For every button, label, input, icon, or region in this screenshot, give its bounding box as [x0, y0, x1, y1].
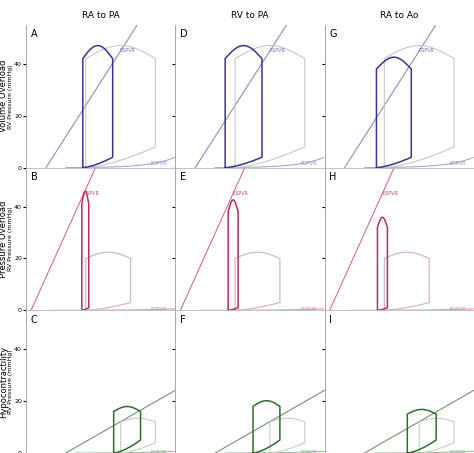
Text: ESPVR: ESPVR — [233, 191, 249, 196]
Legend: Pressure Overload, Post RA-Ac Bypass: Pressure Overload, Post RA-Ac Bypass — [350, 355, 448, 362]
Text: D: D — [180, 29, 188, 39]
Legend: Pressure Overload, Post RA-PA Bypass: Pressure Overload, Post RA-PA Bypass — [52, 355, 150, 362]
Text: A: A — [30, 29, 37, 39]
Text: EDPVR: EDPVR — [151, 307, 167, 312]
Text: EDPVR: EDPVR — [301, 450, 317, 453]
Text: B: B — [30, 172, 37, 182]
Text: ESPVR: ESPVR — [83, 191, 100, 196]
Text: EDPVR: EDPVR — [450, 307, 466, 312]
Y-axis label: RV Pressure (mmHg): RV Pressure (mmHg) — [8, 64, 13, 129]
Text: ESPVR: ESPVR — [269, 48, 285, 53]
Text: F: F — [180, 314, 185, 325]
Text: ESPVR: ESPVR — [382, 191, 398, 196]
Text: RV to PA: RV to PA — [231, 11, 269, 20]
Text: Pressure Overload: Pressure Overload — [0, 200, 8, 278]
Text: ESPVR: ESPVR — [419, 48, 435, 53]
Text: C: C — [30, 314, 37, 325]
Text: E: E — [180, 172, 186, 182]
Text: RA to PA: RA to PA — [82, 11, 119, 20]
Legend: Pressure Overload, Post RV-PA Bypass: Pressure Overload, Post RV-PA Bypass — [201, 355, 299, 362]
Text: Hypocontractility: Hypocontractility — [0, 346, 8, 418]
Text: EDPVR: EDPVR — [450, 161, 466, 166]
Y-axis label: RV Pressure (mmHg): RV Pressure (mmHg) — [8, 349, 13, 414]
Legend: Volume Overload, Post RA-PA Bypass: Volume Overload, Post RA-PA Bypass — [53, 212, 149, 220]
Text: ESPVR: ESPVR — [120, 48, 136, 53]
Text: I: I — [329, 314, 332, 325]
Text: Volume Overload: Volume Overload — [0, 60, 8, 132]
Text: RA to Ao: RA to Ao — [380, 11, 419, 20]
Y-axis label: RV Pressure (mmHg): RV Pressure (mmHg) — [8, 207, 13, 271]
Text: EDPVR: EDPVR — [450, 450, 466, 453]
Text: EDPVR: EDPVR — [301, 161, 317, 166]
Text: EDPVR: EDPVR — [151, 161, 167, 166]
Text: EDPVR: EDPVR — [151, 450, 167, 453]
Legend: Volume Overload, Post RA-Ao Bypass: Volume Overload, Post RA-Ao Bypass — [351, 212, 447, 220]
Text: H: H — [329, 172, 337, 182]
Text: G: G — [329, 29, 337, 39]
Legend: Volume Overload, Post RV-PA Bypass: Volume Overload, Post RV-PA Bypass — [202, 212, 298, 220]
Text: EDPVR: EDPVR — [301, 307, 317, 312]
